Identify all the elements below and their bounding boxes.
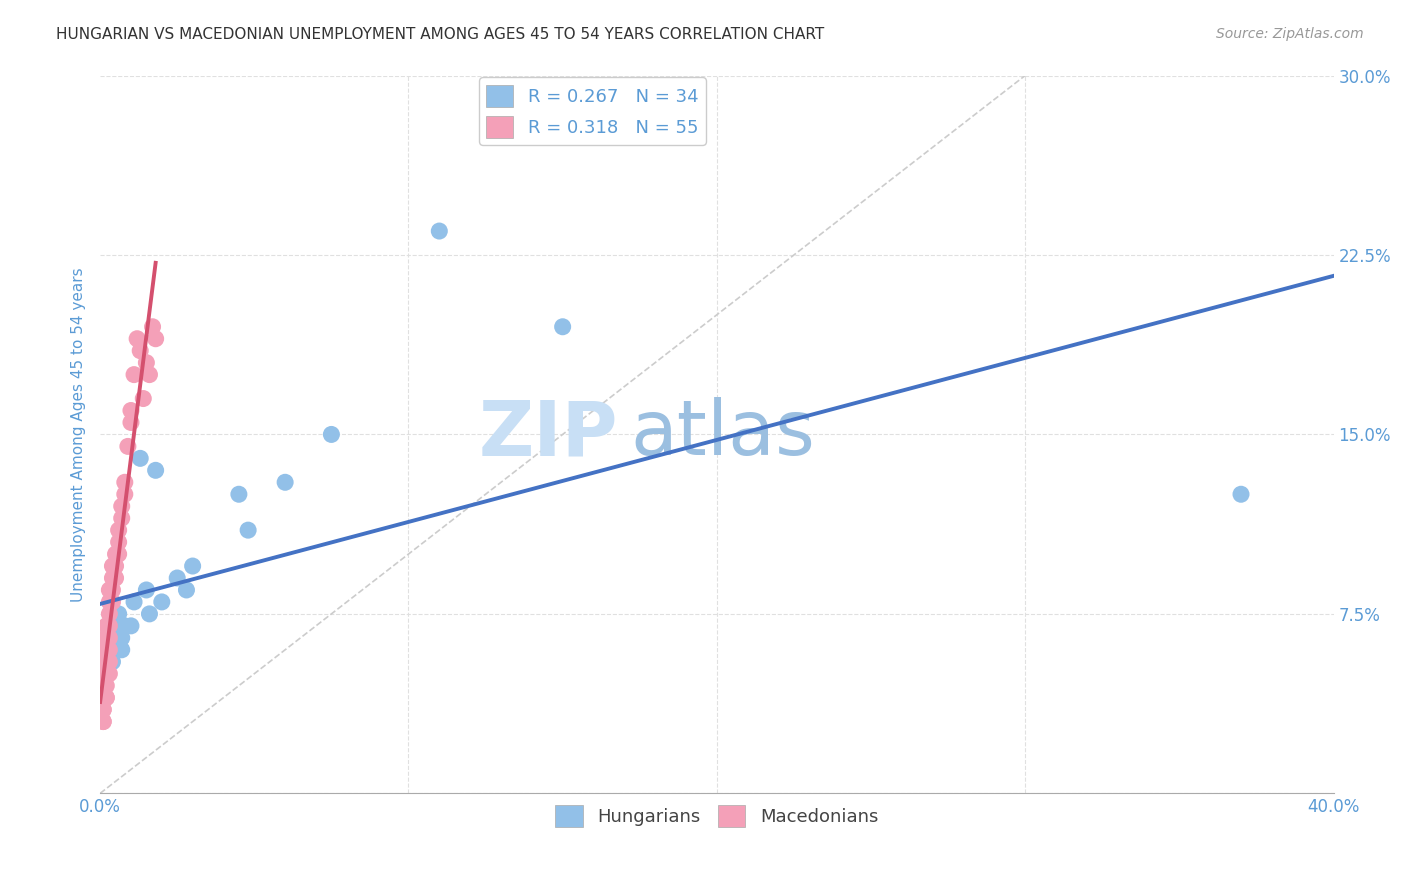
Point	[96, 690, 118, 705]
Point	[176, 582, 198, 597]
Point	[101, 631, 124, 645]
Point	[1230, 487, 1253, 501]
Point	[101, 595, 124, 609]
Point	[236, 523, 259, 537]
Point	[98, 619, 121, 633]
Point	[104, 631, 127, 645]
Point	[91, 679, 114, 693]
Point	[138, 368, 160, 382]
Point	[145, 332, 167, 346]
Point	[107, 523, 129, 537]
Point	[111, 511, 134, 525]
Point	[551, 319, 574, 334]
Point	[104, 642, 127, 657]
Point	[129, 343, 152, 358]
Text: HUNGARIAN VS MACEDONIAN UNEMPLOYMENT AMONG AGES 45 TO 54 YEARS CORRELATION CHART: HUNGARIAN VS MACEDONIAN UNEMPLOYMENT AMO…	[56, 27, 824, 42]
Y-axis label: Unemployment Among Ages 45 to 54 years: Unemployment Among Ages 45 to 54 years	[72, 267, 86, 602]
Point	[114, 487, 136, 501]
Point	[321, 427, 343, 442]
Point	[122, 595, 145, 609]
Point	[111, 500, 134, 514]
Point	[166, 571, 188, 585]
Point	[98, 582, 121, 597]
Point	[101, 582, 124, 597]
Point	[91, 690, 114, 705]
Point	[91, 666, 114, 681]
Point	[120, 403, 142, 417]
Point	[96, 690, 118, 705]
Point	[228, 487, 250, 501]
Point	[104, 559, 127, 574]
Point	[114, 475, 136, 490]
Point	[96, 619, 118, 633]
Point	[135, 356, 157, 370]
Point	[135, 582, 157, 597]
Point	[91, 655, 114, 669]
Point	[91, 714, 114, 729]
Point	[111, 642, 134, 657]
Point	[98, 619, 121, 633]
Point	[98, 631, 121, 645]
Point	[96, 666, 118, 681]
Point	[129, 451, 152, 466]
Point	[107, 607, 129, 621]
Point	[101, 655, 124, 669]
Text: ZIP: ZIP	[478, 398, 619, 472]
Point	[101, 642, 124, 657]
Point	[98, 666, 121, 681]
Text: Source: ZipAtlas.com: Source: ZipAtlas.com	[1216, 27, 1364, 41]
Point	[427, 224, 450, 238]
Point	[91, 703, 114, 717]
Point	[111, 631, 134, 645]
Point	[138, 607, 160, 621]
Point	[96, 642, 118, 657]
Point	[120, 619, 142, 633]
Point	[91, 642, 114, 657]
Point	[107, 535, 129, 549]
Point	[117, 439, 139, 453]
Point	[96, 679, 118, 693]
Point	[101, 559, 124, 574]
Point	[91, 655, 114, 669]
Point	[104, 547, 127, 561]
Point	[107, 642, 129, 657]
Point	[127, 332, 149, 346]
Point	[104, 571, 127, 585]
Point	[91, 679, 114, 693]
Point	[120, 416, 142, 430]
Point	[96, 655, 118, 669]
Text: atlas: atlas	[630, 398, 815, 472]
Point	[96, 631, 118, 645]
Point	[141, 319, 163, 334]
Point	[98, 655, 121, 669]
Point	[107, 547, 129, 561]
Point	[122, 368, 145, 382]
Point	[98, 642, 121, 657]
Point	[96, 655, 118, 669]
Point	[91, 703, 114, 717]
Point	[181, 559, 204, 574]
Point	[101, 571, 124, 585]
Point	[98, 595, 121, 609]
Point	[145, 463, 167, 477]
Legend: Hungarians, Macedonians: Hungarians, Macedonians	[548, 798, 886, 835]
Point	[98, 655, 121, 669]
Point	[96, 655, 118, 669]
Point	[96, 631, 118, 645]
Point	[91, 714, 114, 729]
Point	[98, 607, 121, 621]
Point	[91, 642, 114, 657]
Point	[98, 642, 121, 657]
Point	[274, 475, 297, 490]
Point	[104, 619, 127, 633]
Point	[96, 642, 118, 657]
Point	[96, 666, 118, 681]
Point	[114, 619, 136, 633]
Point	[132, 392, 155, 406]
Point	[150, 595, 173, 609]
